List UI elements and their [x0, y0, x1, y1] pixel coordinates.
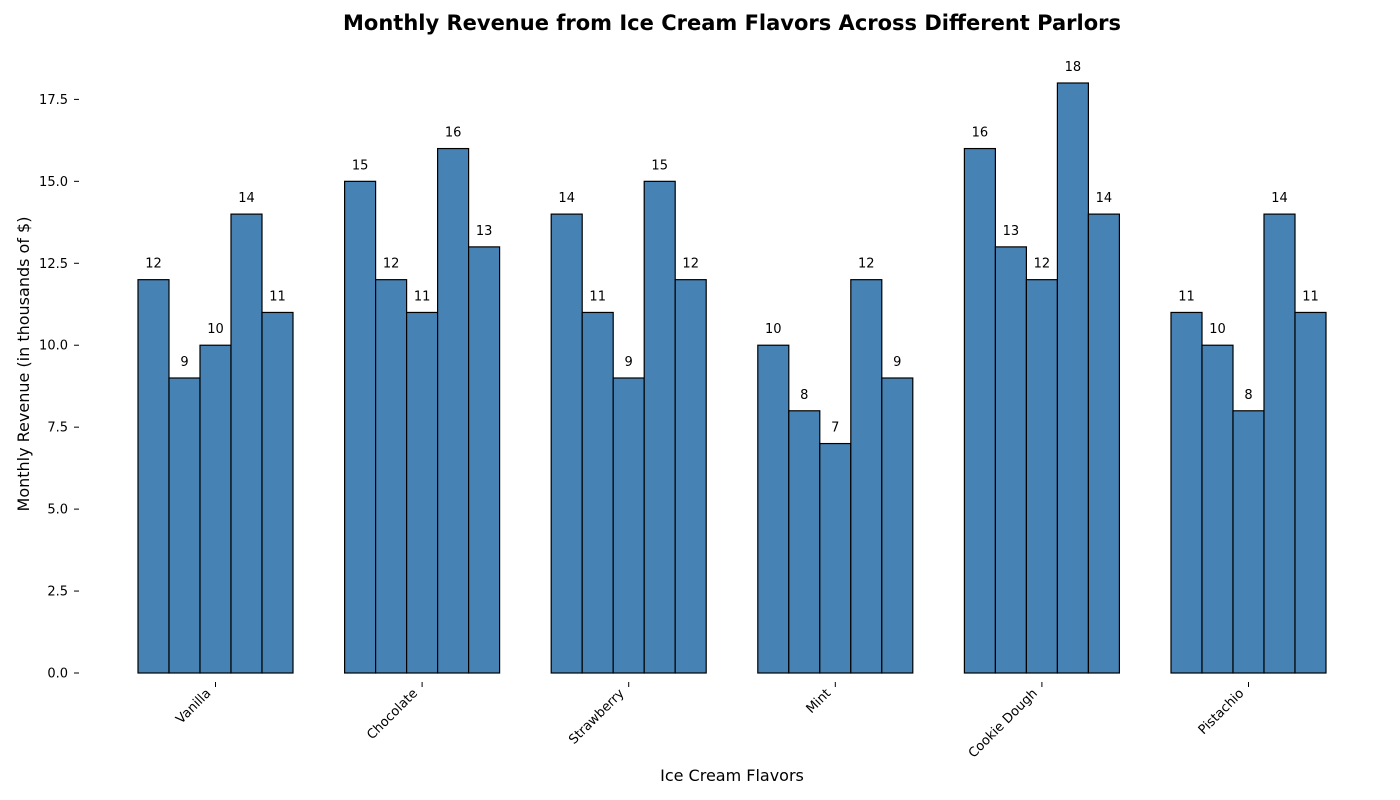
y-axis: 0.0 2.5 5.0 7.5 10.0 12.5 15.0 17.5	[39, 93, 79, 682]
x-axis: Vanilla Chocolate Strawberry Mint Cookie Dou…	[173, 682, 1249, 761]
bar	[850, 279, 883, 674]
y-tick-label: 2.5	[47, 585, 68, 600]
bar	[757, 344, 790, 674]
bar	[468, 246, 501, 674]
bar	[1232, 410, 1265, 674]
data-label: 14	[238, 191, 255, 206]
bar	[168, 377, 201, 674]
bar	[1025, 279, 1059, 674]
bar	[261, 311, 294, 674]
data-label: 7	[831, 421, 839, 436]
data-label: 8	[1244, 388, 1252, 403]
bars-group: 12 9 10 14 11 15 12 11 16 13 14 11 9 15 12 10 8 7 12 9 16 13 1…	[137, 60, 1327, 674]
data-label: 16	[445, 126, 462, 141]
bar	[1170, 311, 1203, 674]
data-label: 12	[682, 257, 699, 272]
bar	[406, 311, 439, 674]
data-label: 18	[1065, 60, 1082, 75]
x-tick-label: Chocolate	[364, 686, 421, 743]
data-label: 14	[1271, 191, 1288, 206]
y-tick-label: 0.0	[47, 667, 68, 682]
data-label: 13	[476, 224, 493, 239]
bar	[612, 377, 645, 674]
x-tick-label: Strawberry	[566, 686, 628, 748]
data-label: 9	[180, 355, 188, 370]
data-label: 12	[383, 257, 400, 272]
data-label: 11	[269, 289, 286, 304]
bar	[137, 279, 170, 674]
bar	[643, 180, 676, 674]
data-label: 9	[625, 355, 633, 370]
y-tick-label: 7.5	[47, 421, 68, 436]
y-tick-label: 10.0	[39, 339, 68, 354]
data-label: 11	[414, 289, 431, 304]
bar	[1087, 213, 1121, 674]
data-label: 16	[972, 126, 989, 141]
bar	[375, 279, 408, 674]
x-axis-label: Ice Cream Flavors	[660, 766, 804, 785]
y-tick-label: 17.5	[39, 93, 68, 108]
bar	[994, 246, 1028, 674]
data-label: 15	[352, 158, 369, 173]
x-tick-label: Cookie Dough	[966, 686, 1041, 761]
data-label: 9	[893, 355, 901, 370]
y-tick-label: 15.0	[39, 175, 68, 190]
bar	[963, 147, 997, 674]
y-tick-label: 12.5	[39, 257, 68, 272]
bar	[1201, 344, 1234, 674]
chart-title: Monthly Revenue from Ice Cream Flavors A…	[343, 11, 1121, 35]
x-tick-label: Mint	[804, 686, 835, 717]
x-tick-label: Pistachio	[1196, 686, 1248, 738]
bar	[550, 213, 583, 674]
bar	[581, 311, 614, 674]
data-label: 14	[1096, 191, 1113, 206]
data-label: 14	[558, 191, 575, 206]
bar	[1263, 213, 1296, 674]
bar	[1294, 311, 1327, 674]
bar	[230, 213, 263, 674]
data-label: 10	[207, 322, 224, 337]
bar	[199, 344, 232, 674]
bar	[344, 180, 377, 674]
data-label: 11	[1302, 289, 1319, 304]
data-label: 13	[1003, 224, 1020, 239]
bar	[881, 377, 914, 674]
bar	[1056, 82, 1090, 674]
bar	[437, 147, 470, 674]
x-tick-label: Vanilla	[173, 686, 214, 727]
bar	[788, 410, 821, 674]
y-tick-label: 5.0	[47, 503, 68, 518]
data-label: 12	[145, 257, 162, 272]
y-axis-label: Monthly Revenue (in thousands of $)	[14, 217, 33, 512]
bar	[819, 442, 852, 674]
data-label: 12	[858, 257, 875, 272]
data-label: 15	[651, 158, 668, 173]
data-label: 10	[765, 322, 782, 337]
bar	[674, 279, 707, 674]
data-label: 11	[1178, 289, 1195, 304]
data-label: 8	[800, 388, 808, 403]
data-label: 11	[589, 289, 606, 304]
data-label: 10	[1209, 322, 1226, 337]
data-label: 12	[1034, 257, 1051, 272]
